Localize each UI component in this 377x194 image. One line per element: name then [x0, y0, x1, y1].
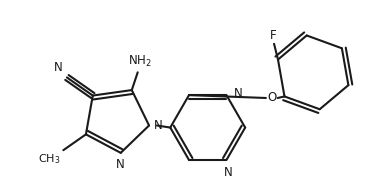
Text: N: N [234, 87, 243, 100]
Text: N: N [154, 119, 163, 132]
Text: O: O [267, 92, 276, 105]
Text: N: N [54, 61, 63, 74]
Text: CH$_3$: CH$_3$ [38, 152, 60, 166]
Text: NH$_2$: NH$_2$ [128, 54, 152, 69]
Text: N: N [224, 166, 233, 179]
Text: N: N [116, 158, 125, 171]
Text: F: F [270, 29, 276, 42]
